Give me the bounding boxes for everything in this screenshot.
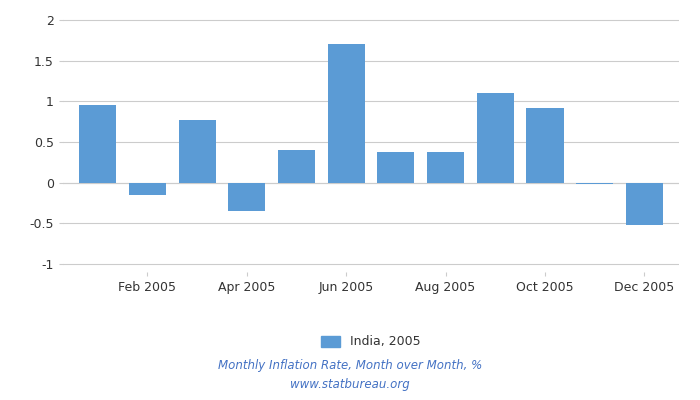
Bar xyxy=(626,183,663,225)
Legend: India, 2005: India, 2005 xyxy=(321,336,421,348)
Bar xyxy=(576,183,613,184)
Bar xyxy=(526,108,564,183)
Bar xyxy=(377,152,414,183)
Bar xyxy=(129,183,166,195)
Bar xyxy=(477,93,514,183)
Bar xyxy=(278,150,315,183)
Bar xyxy=(328,44,365,183)
Bar xyxy=(79,105,116,183)
Bar xyxy=(228,183,265,211)
Text: www.statbureau.org: www.statbureau.org xyxy=(290,378,410,391)
Bar xyxy=(427,152,464,183)
Bar xyxy=(178,120,216,183)
Text: Monthly Inflation Rate, Month over Month, %: Monthly Inflation Rate, Month over Month… xyxy=(218,360,482,372)
